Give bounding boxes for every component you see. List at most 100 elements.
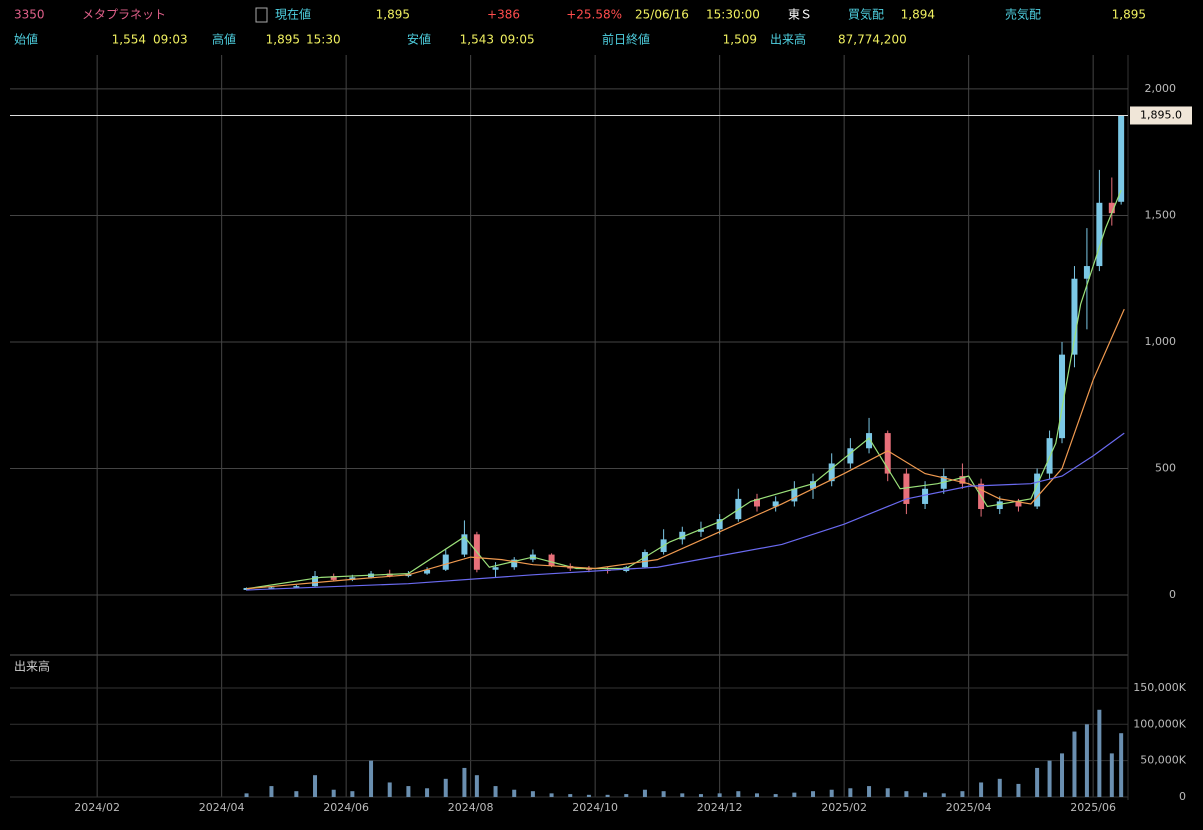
volume-bar <box>350 791 355 797</box>
volume-bar <box>717 793 722 797</box>
candle-body <box>243 587 250 590</box>
time: 09:05 <box>500 33 535 47</box>
label: 始値 <box>14 32 38 47</box>
volume-bar <box>369 760 374 797</box>
label: 前日終値 <box>602 32 650 47</box>
moving-average <box>246 308 1125 590</box>
volume-bar <box>904 791 909 797</box>
market: 東Ｓ <box>788 8 812 22</box>
candle-body <box>585 568 592 570</box>
code: 3350 <box>14 8 45 22</box>
icon[interactable] <box>255 7 268 23</box>
volume-bar <box>773 794 778 797</box>
x-tick-label: 2024/12 <box>697 801 743 814</box>
y-tick-label: 1,000 <box>1145 335 1177 348</box>
candle-body <box>511 559 518 568</box>
moving-average <box>246 432 1125 591</box>
volume-bar <box>244 793 249 797</box>
time: 15:30 <box>306 33 341 47</box>
label: 高値 <box>212 32 236 47</box>
x-tick-label: 2024/02 <box>74 801 120 814</box>
volume-bar <box>811 791 816 797</box>
volume-bar <box>661 791 666 797</box>
volume-bar <box>960 791 965 797</box>
change-pct: +25.58% <box>566 8 622 22</box>
candle-body <box>1096 202 1103 267</box>
value: 1,509 <box>723 33 757 47</box>
value: 1,894 <box>901 8 935 22</box>
candle-body <box>753 498 760 507</box>
volume-bar <box>425 788 430 797</box>
x-tick-label: 2025/04 <box>946 801 992 814</box>
volume-bar <box>462 767 467 797</box>
volume-bar <box>1060 753 1065 797</box>
x-tick-label: 2024/04 <box>199 801 245 814</box>
date: 25/06/16 <box>635 8 689 22</box>
value: 87,774,200 <box>838 33 907 47</box>
label: 買気配 <box>848 7 884 22</box>
volume-bar <box>923 792 928 797</box>
candle-body <box>461 534 468 555</box>
candle-body <box>772 501 779 507</box>
volume-bar <box>1084 724 1089 797</box>
volume-bar <box>885 788 890 797</box>
candle-body <box>1108 202 1115 214</box>
label: 現在値 <box>275 7 311 22</box>
candle-body <box>293 586 300 588</box>
volume-bar <box>642 789 647 797</box>
volume-bar <box>979 782 984 797</box>
volume-bar <box>698 794 703 797</box>
candle-body <box>679 531 686 540</box>
candle-body <box>330 576 337 580</box>
last-price-box <box>1130 106 1192 125</box>
y-tick-label: 0 <box>1169 588 1176 601</box>
candle-body <box>312 576 319 587</box>
volume-bar <box>1016 783 1021 797</box>
volume-bar <box>997 778 1002 797</box>
candle-body <box>268 587 275 589</box>
candle-body <box>996 501 1003 510</box>
value: 1,895 <box>376 8 410 22</box>
y-tick-label: 150,000K <box>1133 681 1186 694</box>
volume-bar <box>549 793 554 797</box>
x-tick-label: 2025/06 <box>1070 801 1116 814</box>
label: 売気配 <box>1005 7 1041 22</box>
candle-body <box>442 554 449 570</box>
volume-bar <box>406 786 411 797</box>
company: メタプラネット <box>82 8 166 22</box>
volume-bar <box>941 793 946 797</box>
change: +386 <box>487 8 520 22</box>
volume-bar <box>493 786 498 797</box>
y-tick-label: 100,000K <box>1133 717 1186 730</box>
volume-bar <box>331 789 336 797</box>
candle-body <box>828 463 835 482</box>
candle-body <box>716 519 723 530</box>
volume-bar <box>736 791 741 797</box>
volume-bar <box>387 782 392 797</box>
volume-bar <box>680 793 685 797</box>
candle-body <box>1071 278 1078 355</box>
volume-bar <box>443 778 448 797</box>
volume-bar <box>792 792 797 797</box>
x-tick-label: 2024/08 <box>448 801 494 814</box>
value: 1,895 <box>266 33 300 47</box>
candle-body <box>641 552 648 568</box>
candle-body <box>424 569 431 574</box>
volume-bar <box>605 794 610 797</box>
volume-title: 出来高 <box>14 659 50 674</box>
y-tick-label: 50,000K <box>1140 754 1186 767</box>
volume-bar <box>829 789 834 797</box>
volume-bar <box>848 788 853 797</box>
volume-bar <box>530 791 535 797</box>
candle-body <box>810 481 817 489</box>
candle-body <box>866 433 873 449</box>
candle-body <box>1015 501 1022 507</box>
volume-bar <box>294 791 299 797</box>
volume-bar <box>624 794 629 797</box>
volume-bar <box>867 786 872 797</box>
y-tick-label: 2,000 <box>1145 82 1177 95</box>
volume-bar <box>1035 767 1040 797</box>
volume-bar <box>512 789 517 797</box>
